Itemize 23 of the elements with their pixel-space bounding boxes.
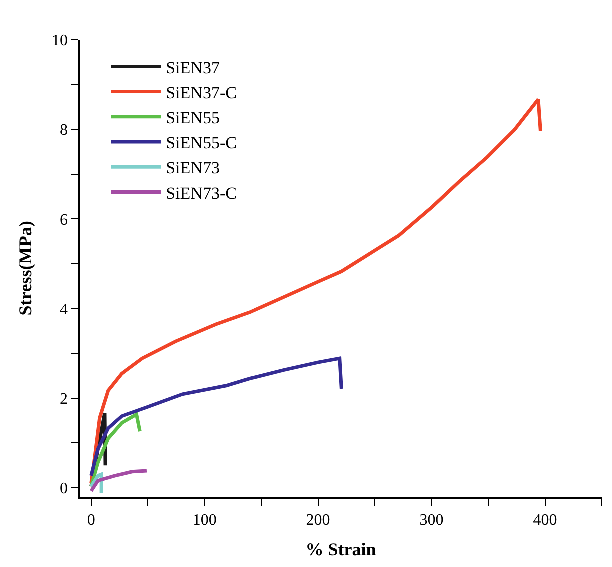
legend-label: SiEN73-C: [166, 184, 237, 203]
y-tick-label: 4: [60, 301, 68, 318]
legend-label: SiEN55-C: [166, 134, 237, 153]
y-tick-label: 8: [60, 122, 68, 140]
legend-label: SiEN73: [166, 158, 220, 178]
line-series: [90, 356, 344, 478]
line-series: [90, 412, 142, 488]
legend-label: SiEN37-C: [166, 83, 237, 102]
legend-label: SiEN55: [166, 108, 220, 128]
x-tick-label: 300: [420, 512, 444, 529]
y-tick-label: 10: [52, 32, 68, 50]
line-series: [90, 469, 149, 493]
line-series: [90, 98, 542, 486]
y-tick-label: 6: [60, 212, 68, 229]
x-tick-label: 400: [533, 512, 558, 529]
y-tick-label: 0: [60, 480, 68, 498]
legend-label: SiEN37: [166, 58, 220, 78]
x-tick-label: 100: [192, 512, 217, 529]
x-axis-title: % Strain: [306, 540, 376, 560]
x-tick-label: 200: [306, 512, 330, 529]
x-tick-label: 0: [87, 512, 96, 529]
y-axis-title: Stress(MPa): [16, 221, 36, 316]
y-tick-label: 2: [60, 391, 68, 408]
